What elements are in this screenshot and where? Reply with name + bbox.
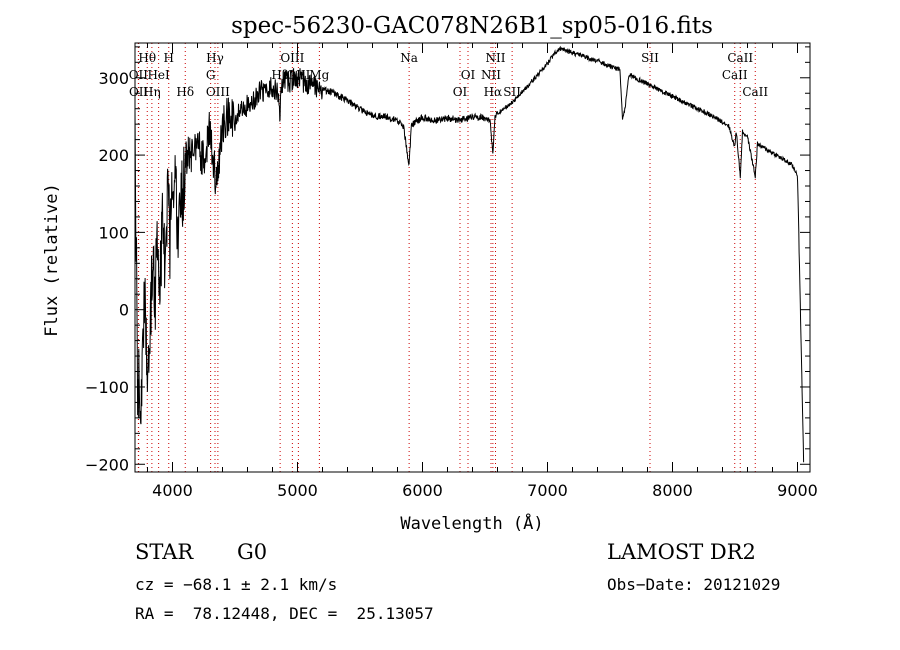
x-axis-label: Wavelength (Å) (400, 512, 543, 534)
y-tick-label: 200 (98, 146, 129, 165)
redshift-cz: cz = −68.1 ± 2.1 km/s (135, 575, 338, 594)
spectral-line-label: OIII (206, 85, 230, 99)
axis-ticks (135, 43, 810, 472)
spectral-line-label: OIII (280, 51, 304, 65)
spectrum-line (134, 45, 805, 463)
spectral-line-label: Hα (484, 85, 503, 99)
spectral-line-label: H (164, 51, 174, 65)
plot-frame (134, 42, 811, 473)
spectral-line-label: OII (129, 68, 149, 82)
spectral-line-label: SII (503, 85, 521, 99)
y-tick-labels: −200 −100 0 100 200 300 (85, 69, 129, 474)
x-tick-label: 7000 (527, 481, 568, 500)
x-tick-labels: 4000 5000 6000 7000 8000 9000 (152, 481, 818, 500)
y-tick-label: 100 (98, 223, 129, 242)
x-tick-label: 8000 (652, 481, 693, 500)
spectral-line-label: CaII (722, 68, 748, 82)
spectral-line-label: NII (481, 68, 501, 82)
spectral-line-label: OI (453, 85, 468, 99)
survey-name: LAMOST DR2 (607, 540, 756, 564)
spectral-line-label: CaII (727, 51, 753, 65)
y-tick-label: −100 (85, 378, 129, 397)
spectral-line-label: Hγ (206, 51, 224, 65)
coordinates: RA = 78.12448, DEC = 25.13057 (135, 604, 434, 623)
spectral-line-markers (137, 43, 756, 472)
x-tick-label: 9000 (777, 481, 818, 500)
spectral-line-label: OI (461, 68, 476, 82)
x-tick-label: 5000 (277, 481, 318, 500)
spectral-line-label: Hη (143, 85, 161, 99)
spectral-line-label: CaII (742, 85, 768, 99)
object-subclass: G0 (237, 540, 268, 564)
spectral-line-label: G (206, 68, 216, 82)
spectral-line-label: NII (486, 51, 506, 65)
y-tick-label: 300 (98, 69, 129, 88)
spectral-line-label: Hθ (138, 51, 156, 65)
x-tick-label: 4000 (152, 481, 193, 500)
spectral-line-label: SII (641, 51, 659, 65)
observation-date: Obs−Date: 20121029 (607, 575, 781, 594)
object-class: STAR (135, 540, 194, 564)
y-axis-label: Flux (relative) (42, 183, 62, 337)
chart-title: spec-56230-GAC078N26B1_sp05-016.fits (231, 13, 713, 39)
y-tick-label: 0 (119, 301, 129, 320)
x-tick-label: 6000 (402, 481, 443, 500)
spectral-line-label: Na (400, 51, 418, 65)
spectral-line-label: HeI (147, 68, 170, 82)
y-tick-label: −200 (85, 455, 129, 474)
spectral-line-label: OII (129, 85, 149, 99)
spectral-line-label: Hδ (176, 85, 194, 99)
